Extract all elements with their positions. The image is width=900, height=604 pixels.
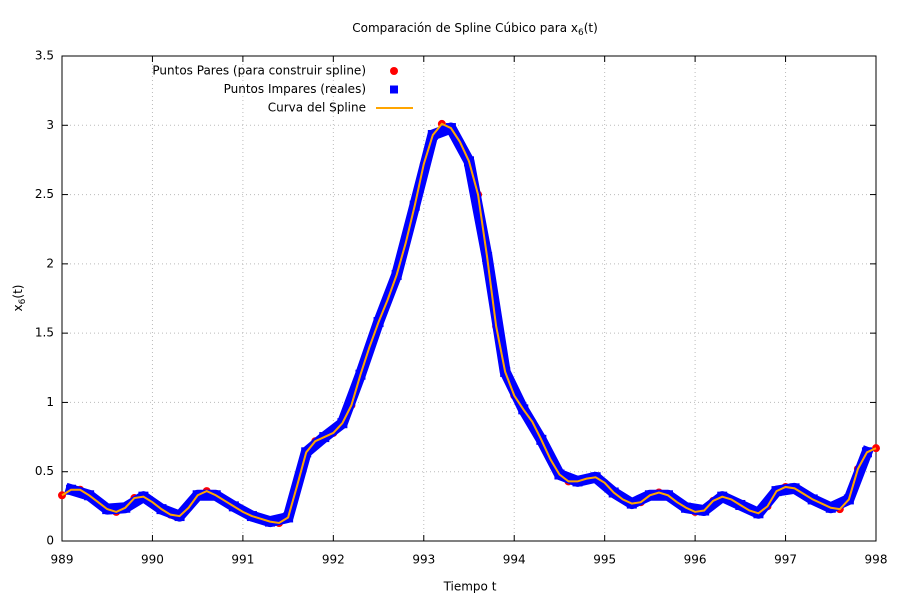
legend-label: Puntos Impares (reales) [224, 82, 366, 96]
x-tick-label: 995 [593, 553, 616, 567]
legend-symbol [390, 85, 398, 94]
legend-symbol [390, 67, 398, 75]
x-tick-label: 993 [412, 553, 435, 567]
y-tick-label: 3 [46, 118, 54, 132]
y-axis-label: x6(t) [11, 285, 28, 312]
spline-line [61, 122, 877, 525]
title-text: Comparación de Spline Cúbico para x [352, 21, 578, 35]
y-tick-label: 1.5 [35, 326, 54, 340]
legend-label: Curva del Spline [268, 101, 366, 115]
title-suffix: (t) [584, 21, 598, 35]
odd-points-band [64, 122, 875, 528]
x-tick-label: 990 [141, 553, 164, 567]
x-axis-label: Tiempo t [443, 580, 497, 594]
x-tick-label: 998 [865, 553, 888, 567]
ylabel-subscript: 6 [18, 298, 28, 304]
y-tick-label: 1 [46, 395, 54, 409]
ylabel-suffix: (t) [11, 285, 25, 299]
title-subscript: 6 [578, 28, 584, 38]
y-tick-label: 0.5 [35, 464, 54, 478]
y-tick-label: 0 [46, 534, 54, 548]
x-tick-label: 996 [684, 553, 707, 567]
x-tick-label: 994 [503, 553, 526, 567]
legend-label: Puntos Pares (para construir spline) [152, 64, 366, 78]
chart-title: Comparación de Spline Cúbico para x6(t) [352, 21, 598, 38]
plot-frame [61, 55, 877, 542]
y-tick-label: 2 [46, 256, 54, 270]
y-tick-label: 2.5 [35, 187, 54, 201]
x-tick-label: 989 [51, 553, 74, 567]
x-tick-label: 997 [774, 553, 797, 567]
ylabel-text: x [11, 304, 25, 311]
y-tick-label: 3.5 [35, 49, 54, 63]
x-tick-label: 991 [231, 553, 254, 567]
x-tick-label: 992 [322, 553, 345, 567]
